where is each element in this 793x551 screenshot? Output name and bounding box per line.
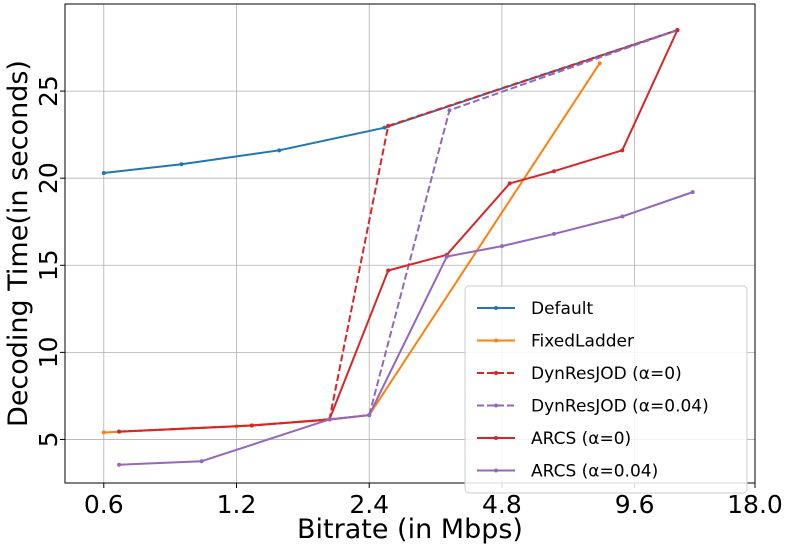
series-point [551,231,556,236]
x-axis-ticks: 0.6 1.2 2.4 4.8 9.6 18.0 [84,483,783,519]
legend-label: Default [531,299,593,319]
y-tick-label: 20 [34,162,63,194]
series-point [444,254,449,259]
y-axis-label: Decoding Time(in seconds) [3,60,34,427]
legend-label: DynResJOD (α=0.04) [531,397,709,417]
series-0 [101,28,680,175]
series-point [499,244,504,249]
legend-marker [494,338,498,343]
series-point [117,462,122,467]
series-point [551,169,556,174]
x-tick-label: 1.2 [217,490,257,519]
series-5 [117,190,695,467]
series-point [620,148,625,153]
x-axis-label: Bitrate (in Mbps) [297,514,523,545]
plot-frame [64,3,756,484]
series-line [329,29,678,421]
y-tick-label: 5 [34,432,63,448]
series-point [249,423,254,428]
y-tick-label: 15 [34,249,63,281]
series-point [101,170,106,175]
series-point [382,125,387,130]
series-point [447,108,452,113]
series-point [101,430,106,435]
x-tick-label: 2.4 [349,490,389,519]
series-line [103,29,678,174]
y-tick-label: 25 [34,75,63,107]
legend-marker [494,371,498,375]
series-point [620,214,625,219]
x-tick-label: 4.8 [482,490,522,519]
legend-marker [494,468,498,473]
legend: Default FixedLadder DynResJOD (α=0) DynResJ… [464,285,748,494]
series-point [386,268,391,273]
series-point [327,417,332,422]
x-tick-label: 0.6 [84,490,124,519]
legend-marker [494,403,498,408]
series-point [367,413,372,418]
series-layer [101,28,695,467]
series-point [179,162,184,167]
y-tick-label: 10 [34,336,63,368]
series-point [507,181,512,186]
legend-label: ARCS (α=0.04) [531,462,658,482]
series-point [597,61,602,66]
legend-box [464,285,748,494]
series-point [199,459,204,464]
legend-marker [494,306,498,310]
y-axis-ticks: 5 10 15 20 25 [34,75,65,447]
x-tick-label: 18.0 [727,490,783,519]
legend-label: ARCS (α=0) [531,429,631,449]
legend-label: DynResJOD (α=0) [531,364,682,384]
series-point [117,429,122,434]
x-tick-label: 9.6 [615,490,655,519]
series-point [386,123,391,128]
legend-marker [494,436,498,440]
series-point [675,28,680,33]
series-point [277,148,282,153]
series-point [690,190,695,195]
legend-label: FixedLadder [531,332,634,352]
